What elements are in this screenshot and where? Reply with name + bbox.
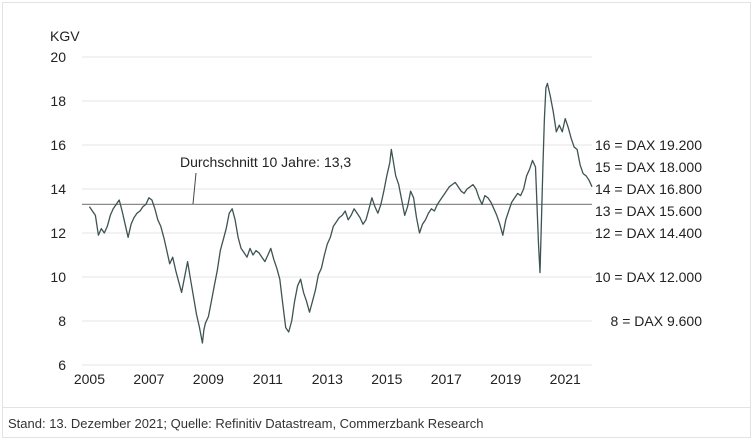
- x-tick-label: 2017: [431, 371, 462, 387]
- y-tick-label: 10: [50, 269, 66, 285]
- chart-frame: [2, 2, 751, 438]
- x-tick-label: 2005: [74, 371, 105, 387]
- line-layer: [88, 82, 593, 344]
- y-tick-label: 20: [50, 49, 66, 65]
- y-axis-label: KGV: [50, 28, 80, 44]
- x-tick-label: 2009: [193, 371, 224, 387]
- y-axis-ticks: 6 8 10 12 14 16 18 20: [50, 49, 66, 373]
- series-line: [88, 82, 593, 344]
- y-tick-label: 6: [58, 357, 66, 373]
- dax-level-label: 13 = DAX 15.600: [595, 203, 702, 219]
- x-tick-label: 2007: [133, 371, 164, 387]
- x-axis-ticks: 2005 2007 2009 2011 2013 2015 2017 2019 2021: [74, 371, 581, 387]
- average-annotation: Durchschnitt 10 Jahre: 13,3: [180, 154, 351, 170]
- right-labels: 16 = DAX 19.200 15 = DAX 18.000 14 = DAX 1…: [595, 137, 702, 329]
- y-tick-label: 18: [50, 93, 66, 109]
- source-note: Stand: 13. Dezember 2021; Quelle: Refini…: [8, 416, 484, 431]
- y-tick-label: 12: [50, 225, 66, 241]
- y-tick-label: 14: [50, 181, 66, 197]
- dax-level-label: 14 = DAX 16.800: [595, 181, 702, 197]
- footer-separator: [2, 407, 751, 408]
- dax-level-label: 16 = DAX 19.200: [595, 137, 702, 153]
- x-tick-label: 2015: [371, 371, 402, 387]
- grid-layer: [82, 56, 592, 366]
- annotation-pointer: [192, 172, 197, 205]
- y-tick-label: 8: [58, 313, 66, 329]
- dax-level-label: 10 = DAX 12.000: [595, 269, 702, 285]
- dax-level-label: 8 = DAX 9.600: [611, 313, 703, 329]
- dax-level-label: 15 = DAX 18.000: [595, 159, 702, 175]
- x-tick-label: 2019: [490, 371, 521, 387]
- x-tick-label: 2011: [253, 371, 283, 387]
- x-tick-label: 2013: [312, 371, 343, 387]
- dax-level-label: 12 = DAX 14.400: [595, 225, 702, 241]
- y-tick-label: 16: [50, 137, 66, 153]
- x-tick-label: 2021: [550, 371, 581, 387]
